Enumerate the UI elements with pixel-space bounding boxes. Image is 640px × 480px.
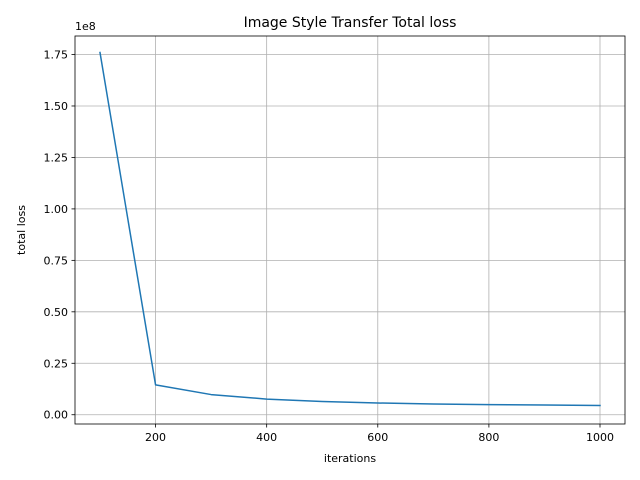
x-tick-label: 400: [256, 431, 277, 444]
total-loss-line: [99, 51, 601, 407]
x-tick-label: 1000: [586, 431, 614, 444]
y-tick-label: 1.75: [44, 49, 69, 62]
x-tick-label: 200: [145, 431, 166, 444]
y-axis-multiplier: 1e8: [75, 20, 96, 33]
x-tick-label: 800: [478, 431, 499, 444]
series-layer: [99, 51, 601, 407]
chart-title: Image Style Transfer Total loss: [244, 15, 457, 31]
y-tick-label: 0.75: [44, 254, 69, 267]
x-axis-label: iterations: [324, 452, 376, 465]
y-tick-label: 0.25: [44, 357, 69, 370]
y-tick-label: 1.50: [44, 100, 69, 113]
y-tick-label: 1.25: [44, 151, 69, 164]
y-axis-label: total loss: [15, 205, 28, 255]
x-tick-label: 600: [367, 431, 388, 444]
y-tick-label: 0.00: [44, 409, 69, 422]
y-tick-label: 0.50: [44, 306, 69, 319]
y-tick-label: 1.00: [44, 203, 69, 216]
plot-frame: [74, 35, 626, 425]
tick-layer: 200 400 600 800 1000 0.00 0.25 0.50 0.75 1.00 1.25…: [44, 49, 615, 444]
grid-layer: [75, 36, 625, 424]
